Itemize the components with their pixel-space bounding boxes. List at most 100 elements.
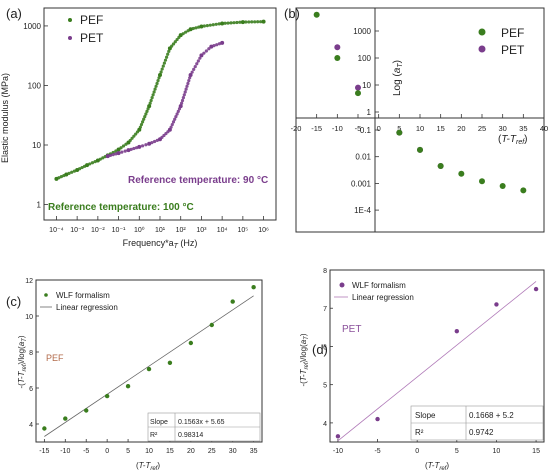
pet-point [334, 44, 341, 51]
pef-point [152, 90, 156, 94]
wlf-point [335, 434, 341, 439]
pef-point [90, 161, 95, 165]
pet-point [126, 148, 131, 153]
pef-point [167, 49, 171, 53]
pet-point [120, 150, 124, 154]
panel-b-y-tick-label: 100 [358, 54, 372, 63]
pef-point [235, 20, 239, 25]
pef-point [161, 64, 165, 68]
panel-y-tick-label: 12 [25, 278, 33, 285]
pet-point [152, 139, 157, 144]
panel-a-y-tick-label: 1 [37, 201, 42, 210]
panel-x-tick-label: 25 [208, 448, 216, 455]
pef-point [417, 146, 423, 153]
pef-point [479, 178, 485, 185]
pef-point [145, 109, 149, 113]
annotation-ref-100: Reference temperature: 100 °C [48, 202, 194, 213]
panel-a-x-tick-label: 10² [176, 227, 187, 234]
pef-point [173, 40, 177, 44]
pef-point [458, 170, 465, 177]
pet-point [209, 44, 214, 49]
panel-b-y-tick-label: 1000 [353, 27, 371, 36]
pef-point [208, 23, 212, 27]
pef-point [244, 20, 248, 24]
pef-point [116, 147, 121, 152]
pet-point [181, 96, 186, 100]
legend-a-pef: PEF [80, 13, 103, 27]
pet-point [198, 56, 202, 60]
pef-point [520, 187, 527, 194]
panel-d-y-ticks: 4 5 6 7 8 [323, 268, 333, 428]
panel-x-tick-label: -10 [333, 448, 343, 455]
wlf-point [251, 285, 256, 290]
pef-point [238, 20, 242, 24]
panel-a-x-ticks: 10⁻⁴ 10⁻³ 10⁻² 10⁻¹ 10⁰ 10¹ 10² 10³ 10⁴ 10⁵ 10⁶ [49, 216, 269, 234]
panel-c-material-label: PEF [46, 353, 64, 363]
panel-b-frame [295, 7, 545, 233]
pef-point [159, 70, 163, 74]
pet-point [192, 67, 196, 71]
pef-point [162, 61, 166, 65]
pet-point [173, 117, 177, 121]
legend-c-reg: Linear regression [56, 303, 118, 312]
pef-point [181, 32, 185, 36]
panel-x-tick-label: 20 [187, 448, 195, 455]
legend-d-wlf: WLF formalism [352, 281, 406, 290]
panel-c-regression-line [44, 295, 254, 437]
panel-x-tick-label: -5 [83, 448, 89, 455]
panel-b-x-tick-label: 0 [377, 124, 381, 133]
pef-point [88, 162, 92, 166]
pef-point [191, 26, 195, 31]
pet-point [116, 151, 121, 156]
pef-point [130, 136, 134, 140]
panel-a-y-tick-label: 1000 [23, 22, 41, 31]
pet-point [162, 133, 166, 138]
wlf-point [84, 408, 89, 413]
panel-c-r2-value: 0.98314 [178, 432, 203, 439]
pef-point [140, 120, 145, 124]
pef-point [194, 26, 198, 30]
pef-point [57, 176, 61, 180]
pet-point [185, 84, 189, 88]
panel-b-x-tick-label: 10 [416, 124, 424, 133]
pef-point [121, 144, 126, 148]
panel-b-y-ticks: 1000 100 10 1 0.1 0.01 0.001 1E-4 [351, 27, 379, 215]
pet-point [188, 76, 192, 80]
panel-b-x-tick-label: 5 [397, 124, 401, 133]
wlf-point [104, 393, 110, 399]
pef-point [229, 21, 233, 25]
panel-a-y-tick-label: 100 [28, 81, 42, 90]
pef-point [85, 163, 90, 168]
pef-point [80, 165, 84, 170]
panel-d-r2-label: R² [415, 428, 424, 437]
wlf-point [63, 416, 68, 421]
panel-c-slope-value: 0.1563x + 5.65 [178, 419, 225, 426]
panel-x-tick-label: 0 [105, 448, 109, 455]
pet-point [355, 84, 361, 91]
panel-b-label: (b) [284, 6, 300, 21]
pef-point [59, 175, 63, 179]
pet-point [129, 147, 133, 151]
pet-point [184, 87, 188, 91]
pef-point [170, 44, 174, 48]
pef-point [128, 138, 132, 143]
panel-c-label: (c) [6, 294, 21, 309]
pef-point [147, 104, 152, 109]
panel-b-x-tick-label: -5 [355, 124, 362, 133]
pet-point [137, 144, 142, 149]
panel-b-y-axis-label: Log (aT) [392, 60, 404, 96]
panel-b-x-tick-label: -10 [332, 124, 343, 133]
pet-point [132, 146, 136, 151]
pef-point [205, 23, 209, 28]
pef-point [134, 132, 138, 136]
pef-point [149, 98, 153, 103]
panel-a-x-tick-label: 10⁻⁴ [49, 227, 64, 234]
pef-point [214, 22, 218, 26]
panel-c-r2-label: R² [150, 432, 158, 439]
panel-c: (c) -15 -10 -5 0 5 10 15 20 25 30 35 4 6 8 10 12 -(T-T… [6, 278, 263, 472]
panel-d-r2-value: 0.9742 [469, 428, 494, 437]
pet-point [195, 62, 199, 66]
panel-x-tick-label: 15 [532, 448, 540, 455]
pef-point [259, 20, 263, 24]
